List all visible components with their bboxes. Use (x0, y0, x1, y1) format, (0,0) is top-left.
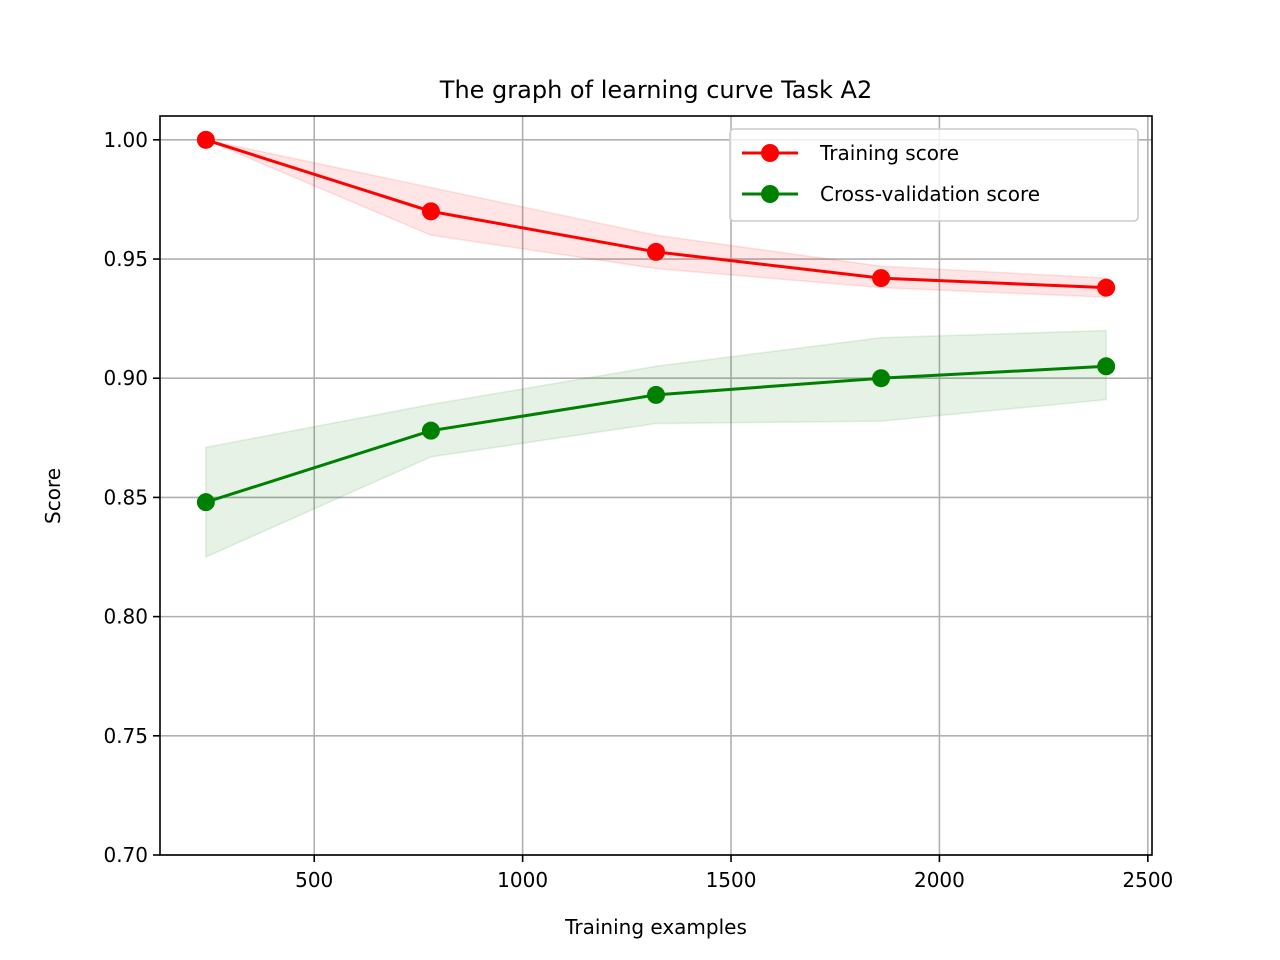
y-tick-label: 0.70 (103, 843, 148, 867)
y-tick-label: 0.95 (103, 247, 148, 271)
series-1-point (647, 385, 665, 404)
x-tick-label: 2500 (1122, 868, 1173, 892)
series-1-point (1097, 357, 1116, 376)
legend: Training score Cross-validation score (729, 128, 1139, 222)
series-0-point (1097, 278, 1116, 297)
legend-label-1: Cross-validation score (820, 182, 1040, 206)
y-tick-label: 1.00 (103, 128, 148, 152)
series-1-point (421, 421, 440, 440)
series-0-point (872, 269, 891, 288)
x-tick-label: 2000 (914, 868, 965, 892)
legend-label-0: Training score (819, 141, 959, 165)
legend-marker-0 (761, 144, 779, 162)
series-1-point (872, 369, 891, 388)
y-tick-label: 0.85 (103, 485, 148, 509)
x-tick-label: 1500 (706, 868, 757, 892)
plot-area-frame (159, 115, 1153, 856)
y-tick-label: 0.75 (103, 724, 148, 748)
legend-marker-1 (761, 185, 779, 203)
chart-title: The graph of learning curve Task A2 (439, 76, 872, 104)
y-axis-ticks: 0.70 0.75 0.80 0.85 0.90 0.95 1.00 (103, 128, 160, 867)
y-axis-label: Score (41, 468, 65, 524)
legend-box (729, 128, 1139, 222)
y-tick-label: 0.90 (103, 366, 148, 390)
x-axis-label: Training examples (564, 915, 747, 939)
x-axis-ticks: 500 1000 1500 2000 2500 (295, 855, 1173, 892)
series-points (196, 130, 1116, 512)
series-0-point (196, 130, 215, 149)
x-tick-label: 500 (295, 868, 333, 892)
series-1-point (196, 493, 215, 512)
series-0-point (421, 202, 440, 221)
y-tick-label: 0.80 (103, 605, 148, 629)
series-0-point (647, 242, 665, 261)
x-tick-label: 1000 (497, 868, 548, 892)
